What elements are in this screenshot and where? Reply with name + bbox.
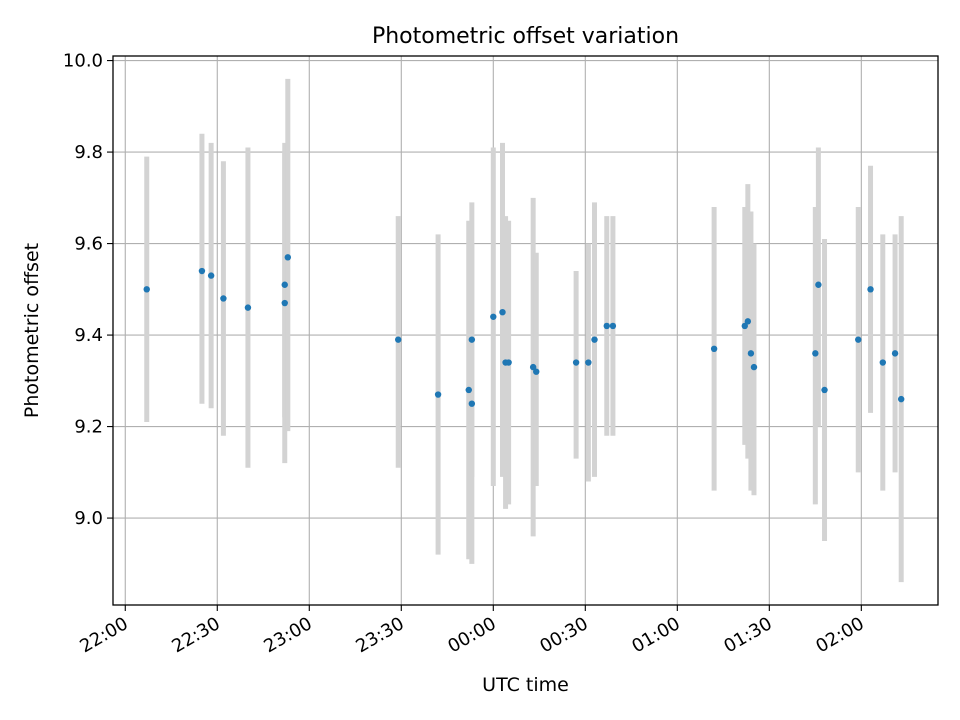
- data-point: [603, 322, 610, 330]
- data-point: [465, 386, 472, 394]
- data-point: [821, 386, 828, 394]
- data-point: [891, 350, 899, 357]
- y-tick-label: 9.8: [74, 142, 103, 163]
- data-point: [609, 322, 617, 330]
- plot-frame: [112, 55, 939, 606]
- data-point: [529, 363, 537, 371]
- data-point: [867, 286, 874, 293]
- data-point: [281, 299, 288, 307]
- data-point: [434, 391, 442, 398]
- data-point: [572, 359, 580, 366]
- data-points: [143, 254, 905, 407]
- data-point: [143, 286, 150, 293]
- data-point: [284, 254, 292, 261]
- y-tick-label: 9.2: [74, 417, 103, 438]
- y-tick-label: 10.0: [63, 51, 103, 72]
- data-point: [395, 336, 402, 343]
- data-point: [855, 336, 862, 343]
- data-point: [220, 295, 227, 302]
- x-axis-label: UTC time: [482, 674, 569, 696]
- data-point: [812, 350, 819, 357]
- data-point: [897, 395, 905, 403]
- data-point: [198, 267, 206, 275]
- data-point: [815, 281, 822, 288]
- data-point: [750, 363, 758, 371]
- data-point: [505, 359, 512, 366]
- data-point: [468, 336, 476, 343]
- data-point: [468, 400, 476, 407]
- data-point: [207, 272, 215, 279]
- data-point: [499, 309, 506, 316]
- y-axis-label: Photometric offset: [21, 243, 43, 418]
- data-point: [244, 304, 252, 311]
- y-tick-label: 9.4: [74, 325, 103, 346]
- y-ticks: 9.0 9.2 9.4 9.6 9.8 10.0: [63, 51, 113, 529]
- data-point: [585, 359, 592, 366]
- data-point: [741, 322, 748, 330]
- data-point: [533, 368, 540, 375]
- chart-title: Photometric offset variation: [372, 24, 679, 49]
- data-point: [281, 281, 288, 288]
- data-point: [744, 318, 752, 325]
- data-point: [490, 313, 497, 320]
- y-tick-label: 9.0: [74, 508, 103, 529]
- data-point: [710, 345, 718, 352]
- data-point: [591, 336, 598, 343]
- grid: [113, 56, 938, 605]
- y-tick-label: 9.6: [74, 234, 103, 255]
- data-point: [879, 359, 886, 366]
- data-point: [747, 350, 755, 357]
